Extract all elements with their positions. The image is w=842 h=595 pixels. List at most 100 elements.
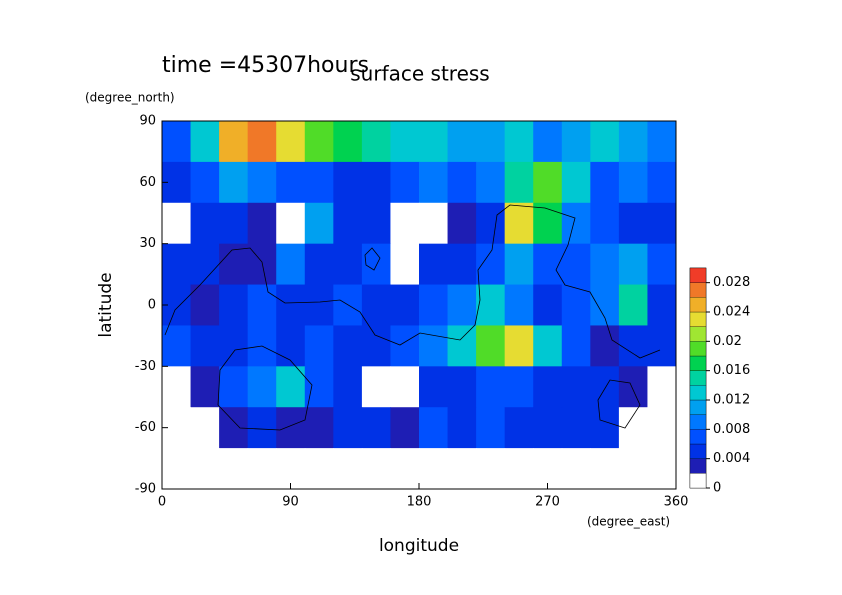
contour-cell [219, 284, 249, 326]
contour-cell [561, 243, 591, 286]
contour-cell [247, 121, 277, 163]
contour-cell [419, 121, 449, 163]
contour-cell [276, 161, 306, 204]
contour-cell [219, 366, 249, 408]
contour-cell [190, 448, 220, 490]
x-units: (degree_east) [587, 515, 670, 529]
contour-cell [333, 121, 363, 163]
contour-cell [361, 121, 391, 163]
colorbar-box [689, 473, 707, 489]
contour-cell [561, 366, 591, 408]
contour-cell [304, 407, 334, 449]
contour-cell [533, 366, 563, 408]
x-axis-label: longitude [379, 536, 459, 556]
contour-cell [219, 243, 249, 286]
contour-cell [304, 284, 334, 326]
contour-cell [390, 407, 420, 449]
colorbar-tick-label: 0 [713, 481, 721, 496]
contour-cell [618, 202, 648, 245]
contour-cell [647, 448, 677, 490]
contour-cell [390, 448, 420, 490]
contour-cell [247, 366, 277, 408]
y-tick-label: 60 [139, 175, 156, 190]
contour-cell [476, 161, 506, 204]
contour-cell [476, 284, 506, 326]
contour-cell [333, 366, 363, 408]
colorbar-box [689, 297, 707, 313]
contour-cell [304, 448, 334, 490]
contour-field [162, 121, 677, 490]
contour-cell [247, 448, 277, 490]
contour-cell [304, 243, 334, 286]
colorbar-box [689, 399, 707, 415]
colorbar-box [689, 429, 707, 445]
x-tick-label: 270 [535, 495, 560, 510]
colorbar-tick-label: 0.02 [713, 334, 742, 349]
contour-cell [590, 121, 620, 163]
contour-cell [476, 325, 506, 367]
contour-cell [247, 202, 277, 245]
contour-cell [533, 448, 563, 490]
contour-cell [276, 366, 306, 408]
contour-cell [504, 448, 534, 490]
contour-cell [590, 448, 620, 490]
colorbar-box [689, 326, 707, 342]
contour-cell [447, 121, 477, 163]
contour-cell [504, 202, 534, 245]
x-tick-label: 90 [282, 495, 299, 510]
contour-cell [419, 161, 449, 204]
contour-cell [476, 202, 506, 245]
chart-subtitle: time =45307hours [162, 53, 369, 78]
contour-cell [190, 407, 220, 449]
contour-cell [419, 366, 449, 408]
contour-cell [476, 121, 506, 163]
contour-cell [447, 366, 477, 408]
contour-cell [276, 448, 306, 490]
contour-cell [333, 407, 363, 449]
contour-cell [333, 161, 363, 204]
contour-cell [533, 202, 563, 245]
contour-cell [390, 325, 420, 367]
contour-cell [162, 325, 192, 367]
contour-cell [647, 325, 677, 367]
contour-cell [276, 407, 306, 449]
contour-cell [590, 161, 620, 204]
contour-cell [618, 325, 648, 367]
contour-cell [276, 202, 306, 245]
contour-cell [390, 284, 420, 326]
y-tick-label: 0 [148, 298, 156, 313]
colorbar-tick-label: 0.008 [713, 422, 750, 437]
contour-cell [419, 448, 449, 490]
contour-cell [533, 284, 563, 326]
y-units: (degree_north) [85, 91, 175, 105]
y-tick-label: 90 [139, 114, 156, 129]
chart-title: surface stress [350, 62, 489, 86]
contour-cell [647, 407, 677, 449]
contour-cell [190, 243, 220, 286]
contour-cell [333, 243, 363, 286]
colorbar-box [689, 385, 707, 401]
y-tick-label: -30 [135, 359, 156, 374]
contour-cell [419, 284, 449, 326]
contour-cell [561, 448, 591, 490]
x-tick-label: 0 [158, 495, 166, 510]
coastlines [164, 204, 661, 431]
contour-cell [590, 366, 620, 408]
contour-cell [447, 243, 477, 286]
contour-cell [447, 161, 477, 204]
contour-cell [361, 284, 391, 326]
contour-cell [647, 202, 677, 245]
contour-cell [219, 121, 249, 163]
contour-cell [590, 284, 620, 326]
contour-cell [190, 161, 220, 204]
contour-cell [647, 161, 677, 204]
colorbar-tick-label: 0.004 [713, 451, 750, 466]
contour-cell [533, 325, 563, 367]
x-tick-label: 180 [407, 495, 432, 510]
contour-cell [190, 121, 220, 163]
y-tick-label: -60 [135, 420, 156, 435]
contour-cell [333, 202, 363, 245]
colorbar-box [689, 370, 707, 386]
contour-cell [361, 161, 391, 204]
